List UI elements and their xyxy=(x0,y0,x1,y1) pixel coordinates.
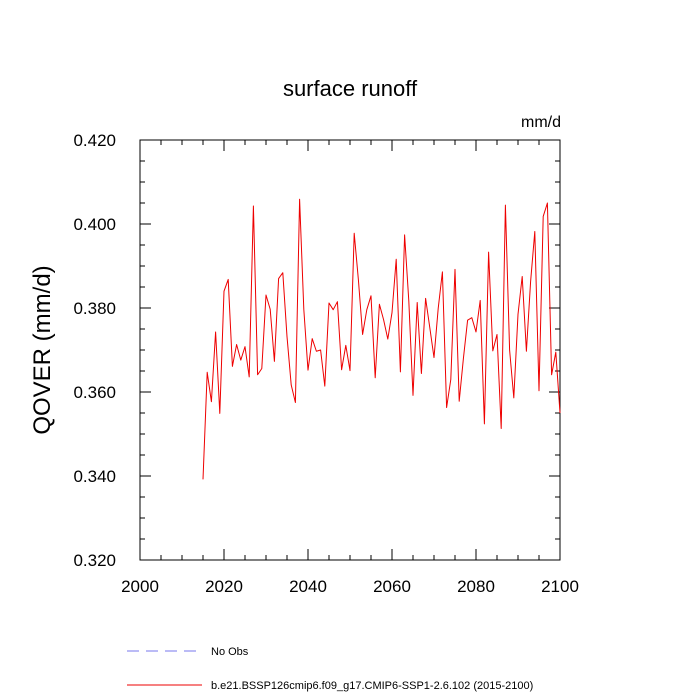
series-line xyxy=(202,198,561,480)
x-tick-label: 2000 xyxy=(121,577,159,596)
chart-title: surface runoff xyxy=(283,76,418,101)
x-tick-label: 2060 xyxy=(373,577,411,596)
legend: No Obs b.e21.BSSP126cmip6.f09_g17.CMIP6-S… xyxy=(127,646,533,692)
legend-label: No Obs xyxy=(211,646,249,658)
series-group xyxy=(202,198,561,480)
y-tick-label: 0.320 xyxy=(73,551,116,570)
y-tick-label: 0.360 xyxy=(73,383,116,402)
axis-ticks: 2000 2020 2040 2060 2080 2100 0.320 0.340 0.360 0… xyxy=(73,131,578,596)
y-tick-label: 0.340 xyxy=(73,467,116,486)
y-axis-label: QOVER (mm/d) xyxy=(29,265,56,434)
x-tick-label: 2080 xyxy=(457,577,495,596)
y-tick-label: 0.420 xyxy=(73,131,116,150)
units-label: mm/d xyxy=(521,114,561,131)
legend-label: b.e21.BSSP126cmip6.f09_g17.CMIP6-SSP1-2.… xyxy=(211,680,533,692)
plot-frame xyxy=(139,139,561,561)
y-tick-label: 0.380 xyxy=(73,299,116,318)
x-tick-label: 2040 xyxy=(289,577,327,596)
y-tick-label: 0.400 xyxy=(73,215,116,234)
x-tick-label: 2020 xyxy=(205,577,243,596)
x-tick-label: 2100 xyxy=(541,577,579,596)
